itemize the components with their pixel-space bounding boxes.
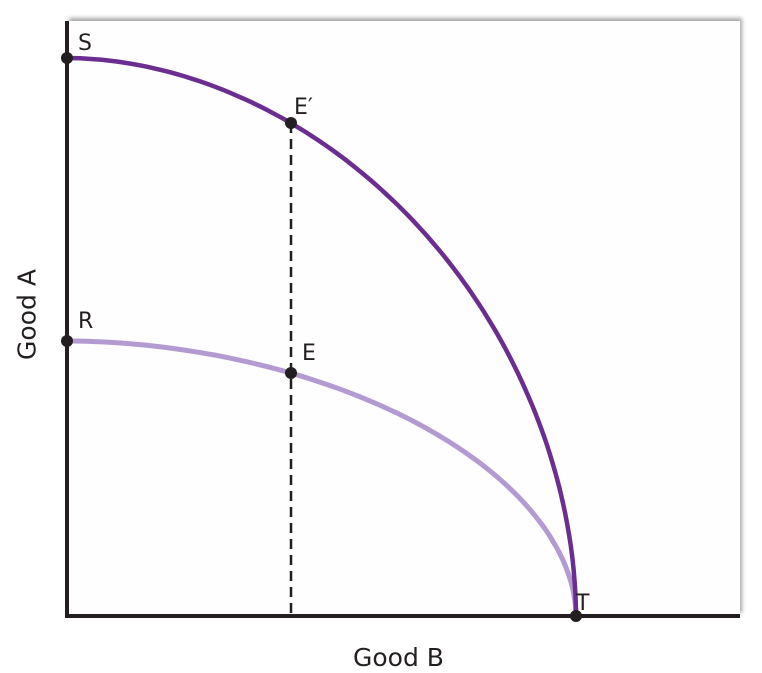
label-S: S xyxy=(78,31,92,56)
label-E-prime: E′ xyxy=(294,95,313,120)
label-E: E xyxy=(302,341,316,366)
label-R: R xyxy=(78,309,93,334)
point-S xyxy=(61,52,73,64)
point-T xyxy=(570,610,582,622)
point-E-prime xyxy=(285,117,297,129)
x-axis-label: Good B xyxy=(353,643,444,672)
y-axis-label: Good A xyxy=(12,269,42,360)
label-T: T xyxy=(575,591,590,616)
point-E xyxy=(285,367,297,379)
outer-curve-ST xyxy=(64,55,579,619)
inner-curve-RT xyxy=(64,338,579,619)
point-R xyxy=(61,335,73,347)
plot-frame xyxy=(67,21,740,616)
